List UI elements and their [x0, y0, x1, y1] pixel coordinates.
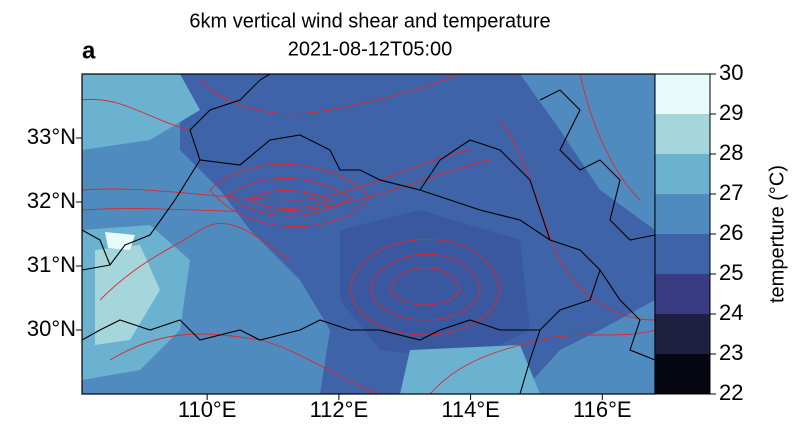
colorbar-label: temperture (°C)	[766, 165, 788, 303]
colorbar-tick-label: 30	[719, 60, 743, 85]
x-tick-label: 110°E	[178, 397, 237, 422]
cool-peak	[105, 232, 135, 250]
y-tick-label: 30°N	[27, 316, 76, 341]
y-tick-label: 33°N	[27, 124, 76, 149]
colorbar-tick-label: 24	[719, 300, 743, 325]
colorbar-tick-label: 28	[719, 140, 743, 165]
colorbar-tick-label: 25	[719, 260, 743, 285]
colorbar-tick-label: 23	[719, 340, 743, 365]
warm-core	[340, 210, 530, 360]
x-tick-label: 112°E	[310, 397, 369, 422]
y-tick-label: 32°N	[27, 188, 76, 213]
shear-contours	[82, 74, 655, 394]
colorbar-tick-label: 22	[719, 380, 743, 405]
panel-label: a	[82, 37, 96, 64]
cool-core	[95, 245, 160, 345]
title: 6km vertical wind shear and temperature	[189, 10, 550, 32]
colorbar-band	[655, 354, 710, 394]
colorbar-band	[655, 74, 710, 114]
colorbar-band	[655, 114, 710, 154]
colorbar-band	[655, 234, 710, 274]
colorbar-tick-label: 27	[719, 180, 743, 205]
colorbar-tick-label: 29	[719, 100, 743, 125]
boundaries	[82, 74, 655, 394]
map	[82, 74, 655, 394]
x-tick-label: 116°E	[573, 397, 632, 422]
cool-south	[400, 345, 540, 394]
colorbar-band	[655, 274, 710, 314]
colorbar-band	[655, 154, 710, 194]
subtitle: 2021-08-12T05:00	[288, 38, 453, 60]
colorbar-tick-label: 26	[719, 220, 743, 245]
colorbar-band	[655, 314, 710, 354]
y-tick-label: 31°N	[27, 252, 76, 277]
x-tick-label: 114°E	[441, 397, 500, 422]
colorbar-band	[655, 194, 710, 234]
